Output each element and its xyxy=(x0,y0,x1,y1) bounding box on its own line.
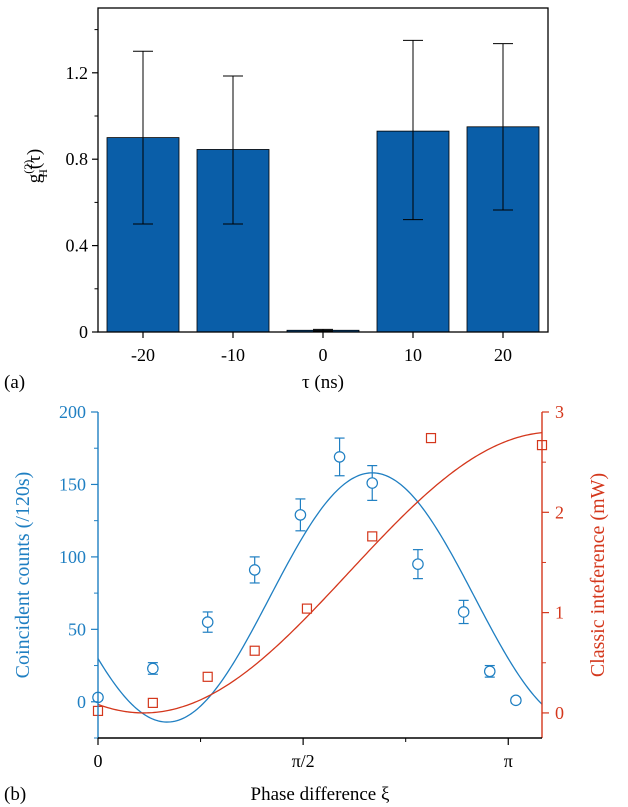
right-y-axis-label: Classic inteference (mW) xyxy=(587,473,609,677)
x-tick-label: -10 xyxy=(221,345,245,365)
fit-curve-counts xyxy=(97,472,543,723)
error-bar-10 xyxy=(403,39,423,221)
y-axis-ticks: 0 0.4 0.8 1.2 xyxy=(66,29,98,342)
axis-ticks: 0 50 100 150 200 0 1 2 3 0 π/2 π xyxy=(59,402,564,771)
x-axis-ticks: -20 -10 0 10 20 xyxy=(131,332,512,365)
left-y-tick-label: 200 xyxy=(59,402,86,422)
left-y-tick-label: 50 xyxy=(68,619,86,639)
error-bar--20 xyxy=(133,50,153,225)
panel-label-a: (a) xyxy=(4,372,25,393)
fit-curves xyxy=(97,432,543,723)
y-axis-label-sub: H xyxy=(36,169,50,178)
y-axis-label: g(2)H(τ) xyxy=(21,149,50,183)
x-tick-label: π/2 xyxy=(292,751,315,771)
error-bar-20 xyxy=(493,43,513,211)
point-counts xyxy=(92,691,104,704)
svg-text:g(2)H(τ): g(2)H(τ) xyxy=(21,149,50,183)
point-classic xyxy=(147,697,158,708)
panel-label-b: (b) xyxy=(4,784,26,805)
point-classic xyxy=(202,671,213,682)
point-counts xyxy=(333,437,346,477)
left-y-tick-label: 150 xyxy=(59,474,86,494)
y-tick-label: 1.2 xyxy=(66,63,89,83)
x-tick-label: 10 xyxy=(404,345,422,365)
point-counts xyxy=(201,611,214,633)
point-counts xyxy=(294,498,307,532)
point-counts xyxy=(483,664,496,678)
right-y-tick-label: 1 xyxy=(555,603,564,623)
fit-curve-classic xyxy=(97,432,543,714)
point-counts xyxy=(248,556,261,584)
right-y-tick-label: 2 xyxy=(555,502,564,522)
y-axis-label-tail: (τ) xyxy=(24,149,45,169)
point-counts xyxy=(147,662,159,675)
point-classic xyxy=(301,603,313,614)
axes xyxy=(97,412,543,739)
right-y-tick-label: 0 xyxy=(555,703,564,723)
point-counts xyxy=(510,694,522,707)
error-bar-group xyxy=(133,39,513,332)
x-tick-label: 0 xyxy=(319,345,328,365)
point-counts xyxy=(366,465,379,501)
point-classic xyxy=(92,705,104,717)
point-classic xyxy=(536,440,548,451)
error-bar-0 xyxy=(313,328,333,332)
y-tick-label: 0.4 xyxy=(66,236,89,256)
x-tick-label: 20 xyxy=(494,345,512,365)
left-y-axis-label: Coincident counts (/120s) xyxy=(12,472,34,679)
y-tick-label: 0.8 xyxy=(66,149,89,169)
point-counts xyxy=(457,599,470,625)
data-points xyxy=(92,432,548,717)
point-classic xyxy=(249,645,260,656)
x-tick-label: π xyxy=(504,751,513,771)
x-tick-label: 0 xyxy=(94,751,103,771)
bar-chart-g2: 0 0.4 0.8 1.2 -20 -10 0 10 20 τ (ns) g(2)H(τ) (… xyxy=(4,7,549,393)
x-axis-label: Phase difference ξ xyxy=(251,784,390,805)
y-tick-label: 0 xyxy=(79,322,88,342)
y-axis-label-main: g xyxy=(24,173,45,183)
x-tick-label: -20 xyxy=(131,345,155,365)
error-bar--10 xyxy=(223,75,243,225)
point-counts xyxy=(412,549,424,580)
x-axis-label: τ (ns) xyxy=(302,372,344,393)
point-classic xyxy=(425,432,437,444)
point-classic xyxy=(367,531,378,542)
bar-group xyxy=(106,126,540,333)
left-y-tick-label: 100 xyxy=(59,547,86,567)
right-y-tick-label: 3 xyxy=(555,402,564,422)
left-y-tick-label: 0 xyxy=(77,692,86,712)
y-axis-label-sup: (2) xyxy=(21,160,35,174)
